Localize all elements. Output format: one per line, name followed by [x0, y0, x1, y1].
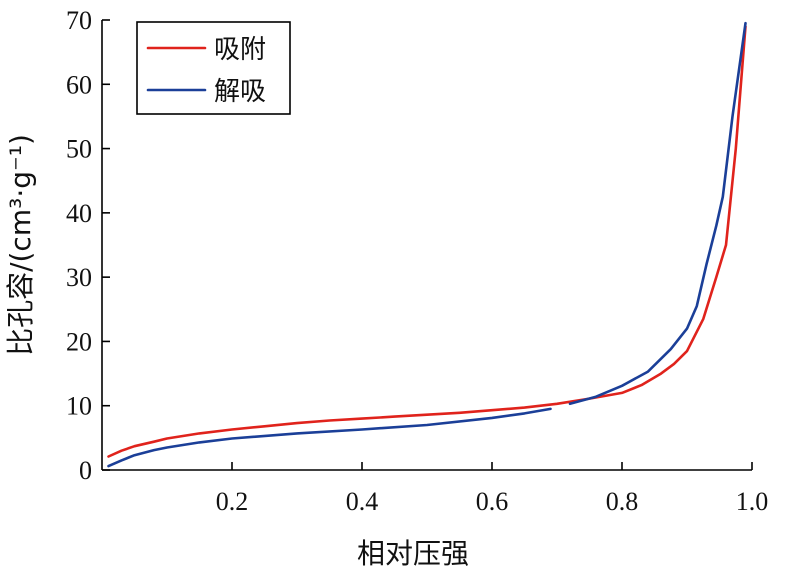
y-tick-label: 40: [66, 199, 92, 228]
y-tick-label: 0: [79, 456, 92, 485]
x-tick-label: 0.6: [476, 487, 509, 516]
legend-box: [136, 21, 291, 115]
adsorption-curve: [107, 25, 747, 458]
y-tick-label: 20: [66, 327, 92, 356]
legend: 吸附 解吸: [136, 21, 291, 115]
x-axis-title: 相对压强: [357, 537, 469, 570]
legend-label-desorption: 解吸: [214, 77, 266, 107]
plot-area: 0 10 20 30 40 50 60 70 0.2 0.4 0.6 0.8 1.0: [66, 6, 768, 516]
x-tick-label: 0.4: [346, 487, 379, 516]
legend-label-adsorption: 吸附: [214, 35, 266, 65]
y-tick-label: 30: [66, 263, 92, 292]
x-tick-label: 0.8: [606, 487, 639, 516]
x-ticks: 0.2 0.4 0.6 0.8 1.0: [216, 462, 769, 516]
y-tick-label: 10: [66, 392, 92, 421]
y-tick-label: 70: [66, 6, 92, 35]
desorption-curve: [568, 21, 747, 406]
y-tick-label: 60: [66, 70, 92, 99]
series-layer: [107, 21, 747, 468]
x-tick-label: 1.0: [736, 487, 769, 516]
y-ticks: 0 10 20 30 40 50 60 70: [66, 6, 110, 485]
y-tick-label: 50: [66, 135, 92, 164]
x-tick-label: 0.2: [216, 487, 249, 516]
desorption-curve: [107, 407, 552, 468]
y-axis-title: 比孔容/(cm³·g⁻¹): [4, 134, 37, 356]
